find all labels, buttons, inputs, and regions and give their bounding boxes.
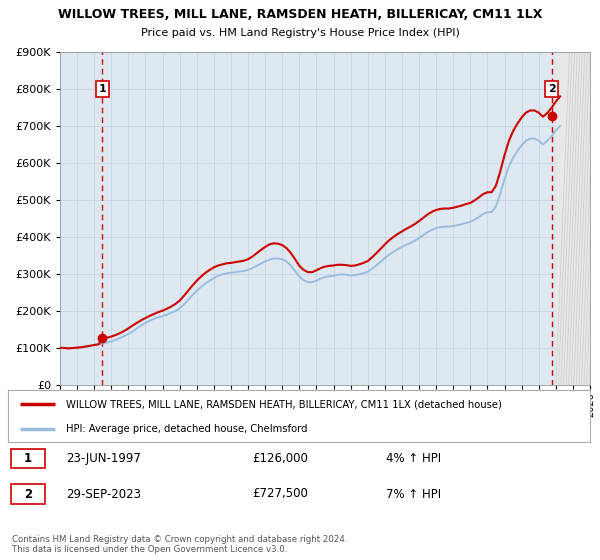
- Text: 2: 2: [548, 84, 556, 94]
- Text: Contains HM Land Registry data © Crown copyright and database right 2024.
This d: Contains HM Land Registry data © Crown c…: [12, 535, 347, 554]
- Text: £126,000: £126,000: [253, 452, 308, 465]
- Text: 1: 1: [98, 84, 106, 94]
- Text: HPI: Average price, detached house, Chelmsford: HPI: Average price, detached house, Chel…: [66, 424, 308, 434]
- Text: 4% ↑ HPI: 4% ↑ HPI: [386, 452, 442, 465]
- FancyBboxPatch shape: [11, 484, 44, 503]
- Text: 1: 1: [24, 452, 32, 465]
- Bar: [556, 52, 590, 385]
- Text: 23-JUN-1997: 23-JUN-1997: [66, 452, 141, 465]
- Text: £727,500: £727,500: [253, 488, 308, 501]
- Text: WILLOW TREES, MILL LANE, RAMSDEN HEATH, BILLERICAY, CM11 1LX (detached house): WILLOW TREES, MILL LANE, RAMSDEN HEATH, …: [66, 399, 502, 409]
- Text: 29-SEP-2023: 29-SEP-2023: [66, 488, 141, 501]
- Text: 7% ↑ HPI: 7% ↑ HPI: [386, 488, 442, 501]
- Text: Price paid vs. HM Land Registry's House Price Index (HPI): Price paid vs. HM Land Registry's House …: [140, 28, 460, 38]
- Text: 2: 2: [24, 488, 32, 501]
- Text: WILLOW TREES, MILL LANE, RAMSDEN HEATH, BILLERICAY, CM11 1LX: WILLOW TREES, MILL LANE, RAMSDEN HEATH, …: [58, 8, 542, 21]
- FancyBboxPatch shape: [11, 449, 44, 468]
